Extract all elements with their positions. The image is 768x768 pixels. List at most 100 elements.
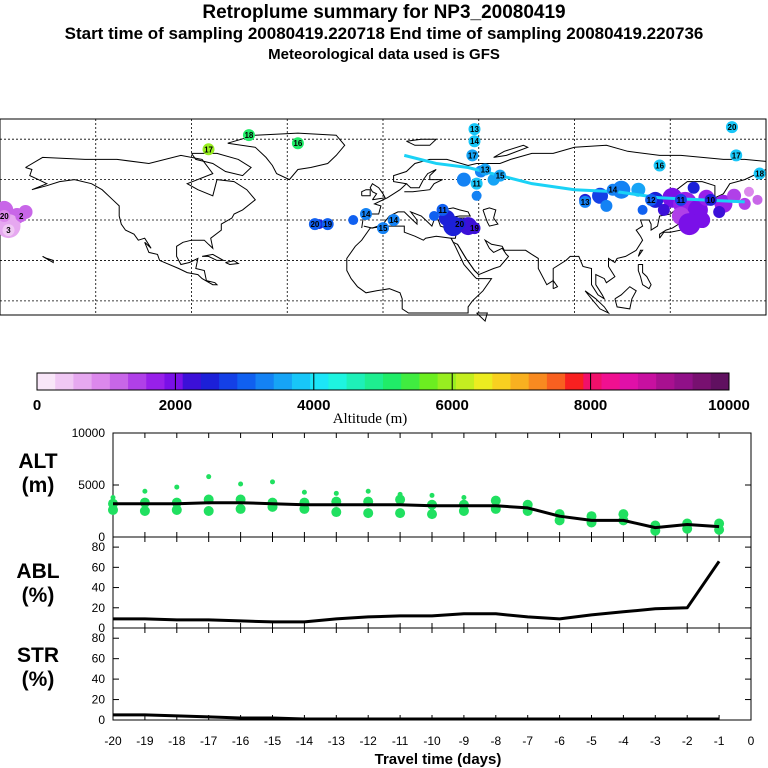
map-graticule xyxy=(0,119,766,315)
baffin-coastline xyxy=(191,152,252,177)
colorbar-swatch xyxy=(383,373,402,390)
ireland-coastline xyxy=(361,189,371,197)
plume-blob xyxy=(456,172,471,187)
y-tick-label: 20 xyxy=(92,693,106,707)
x-tick-label: -1 xyxy=(714,734,725,748)
x-tick-label: -4 xyxy=(618,734,629,748)
plume-day-dot xyxy=(730,149,743,162)
panel-alt: ALT(m) 10000 5000 0 xyxy=(18,426,752,544)
x-tick-label: -9 xyxy=(459,734,470,748)
page-title: Retroplume summary for NP3_20080419 xyxy=(202,2,566,23)
altitude-scatter-point xyxy=(395,508,406,519)
taiwan-coastline xyxy=(637,249,644,257)
x-tick-label: -11 xyxy=(392,734,409,748)
colorbar-tick-label: 2000 xyxy=(159,397,192,414)
colorbar-title: Altitude (m) xyxy=(333,411,408,427)
plume-day-dot xyxy=(753,167,766,180)
y-tick-label: 40 xyxy=(92,672,106,686)
colorbar-swatch xyxy=(437,373,457,390)
plume-day-dot xyxy=(645,193,658,206)
altitude-scatter-point xyxy=(363,508,374,519)
plume-day-dot xyxy=(466,149,479,162)
colorbar-swatch xyxy=(328,373,347,390)
plume-day-marker: 11 xyxy=(674,193,687,206)
plume-day-label: 16 xyxy=(293,139,302,148)
plume-day-marker: 16 xyxy=(291,137,304,150)
plume-day-label: 20 xyxy=(0,212,9,221)
altitude-scatter-point xyxy=(618,509,629,520)
plume-day-dot xyxy=(321,218,334,231)
colorbar-swatch xyxy=(291,373,311,390)
panel-label-unit: (%) xyxy=(22,584,55,607)
y-tick-label: 0 xyxy=(98,530,105,544)
plume-day-label: 11 xyxy=(677,196,686,205)
colorbar-swatch xyxy=(710,373,730,390)
plume-day-label: 14 xyxy=(362,210,371,219)
plume-day-label: 12 xyxy=(647,196,656,205)
plume-day-dot xyxy=(202,143,215,156)
y-tick-label: 60 xyxy=(92,560,106,574)
colorbar-swatch xyxy=(37,373,56,390)
plume-day-dot xyxy=(704,193,717,206)
plume-day-marker: 13 xyxy=(468,123,481,136)
plume-day-label: 14 xyxy=(608,186,617,195)
colorbar-swatch xyxy=(146,373,165,390)
colorbar-swatch xyxy=(583,373,602,390)
colorbar-swatch xyxy=(601,373,621,390)
plume-day-label: 17 xyxy=(468,151,477,160)
x-tick-label: -5 xyxy=(586,734,597,748)
colorbar-swatch xyxy=(55,373,74,390)
colorbar-swatch xyxy=(419,373,439,390)
x-tick-label: -2 xyxy=(682,734,693,748)
plume-day-dot xyxy=(359,207,372,220)
plume-day-marker: 17 xyxy=(730,149,743,162)
plume-day-label: 17 xyxy=(204,145,213,154)
borneo-coastline xyxy=(614,286,637,310)
plume-day-label: 14 xyxy=(470,137,479,146)
met-data-line: Meteorological data used is GFS xyxy=(268,46,500,63)
plume-day-dot xyxy=(0,209,11,222)
plume-day-marker: 20 xyxy=(308,218,321,231)
sampling-times: Start time of sampling 20080419.220718 E… xyxy=(64,24,704,43)
y-tick-label: 80 xyxy=(92,540,106,554)
plume-blob xyxy=(727,188,742,203)
philippines-coastline xyxy=(637,264,652,290)
plume-day-marker: 2 xyxy=(15,209,28,222)
madagascar-coastline xyxy=(476,312,488,323)
europe-asia-coastline xyxy=(361,144,767,229)
altitude-scatter-point xyxy=(333,490,339,496)
plume-day-dot xyxy=(436,203,449,216)
colorbar-swatch xyxy=(109,373,129,390)
x-tick-label: -8 xyxy=(490,734,501,748)
plume-day-label: 20 xyxy=(310,220,319,229)
colorbar-swatch xyxy=(492,373,511,390)
plume-day-marker: 17 xyxy=(466,149,479,162)
altitude-scatter-point xyxy=(365,488,371,494)
panel-frame xyxy=(112,627,752,721)
plume-day-marker: 12 xyxy=(645,193,658,206)
plume-day-dot xyxy=(468,222,481,235)
x-tick-label: -15 xyxy=(264,734,282,748)
colorbar-swatch xyxy=(73,373,93,390)
plume-day-dot xyxy=(725,121,738,134)
novaya-zemlya-coastline xyxy=(493,144,529,158)
x-tick-label: -6 xyxy=(554,734,565,748)
plume-day-dot xyxy=(470,177,483,190)
y-tick-label: 10000 xyxy=(72,426,106,440)
plume-day-marker: 19 xyxy=(321,218,334,231)
altitude-scatter-point xyxy=(427,509,437,520)
x-tick-label: -10 xyxy=(423,734,441,748)
plume-day-label: 13 xyxy=(581,198,590,207)
plume-blob xyxy=(348,215,359,226)
arabia-coastline xyxy=(457,244,480,275)
y-tick-label: 5000 xyxy=(78,478,105,492)
plume-day-label: 14 xyxy=(389,216,398,225)
panel-frame xyxy=(112,536,752,629)
plume-day-label: 2 xyxy=(19,212,24,221)
x-tick-label: -18 xyxy=(168,734,186,748)
plume-day-dot xyxy=(377,222,389,235)
y-tick-label: 20 xyxy=(92,601,106,615)
plume-blob xyxy=(657,203,670,216)
